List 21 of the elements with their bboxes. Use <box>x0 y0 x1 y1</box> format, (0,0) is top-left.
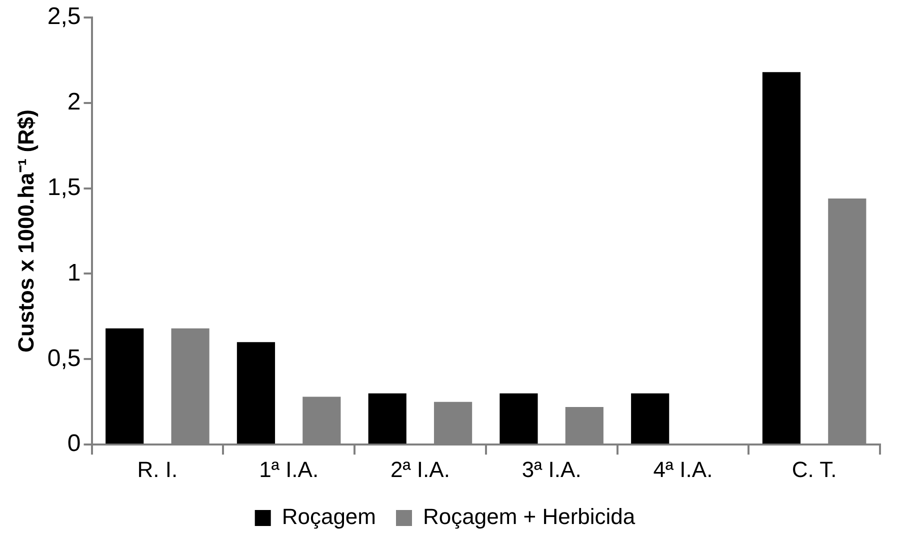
legend-label: Roçagem <box>282 504 376 530</box>
bar <box>762 72 801 444</box>
y-axis-title: Custos x 1000.ha⁻¹ (R$) <box>13 110 38 352</box>
x-tick-label: 1ª I.A. <box>259 456 319 482</box>
x-tick-label: R. I. <box>137 456 178 482</box>
x-tick-label: 4ª I.A. <box>653 456 713 482</box>
y-tick-label: 1,5 <box>47 174 81 201</box>
y-tick-label: 0,5 <box>47 344 81 372</box>
legend-label: Roçagem + Herbicida <box>423 504 636 530</box>
x-tick-label: 3ª I.A. <box>522 456 582 482</box>
bar <box>368 393 406 444</box>
bar <box>500 393 538 444</box>
y-tick-label: 0 <box>67 430 81 458</box>
y-tick-label: 2,5 <box>47 3 81 30</box>
x-tick-label: C. T. <box>792 456 837 482</box>
y-tick-label: 1 <box>67 259 81 286</box>
bar <box>631 393 670 444</box>
y-tick-label: 2 <box>67 88 81 116</box>
bar <box>236 342 276 444</box>
bar <box>106 328 144 444</box>
x-tick-label: 2ª I.A. <box>390 456 450 482</box>
